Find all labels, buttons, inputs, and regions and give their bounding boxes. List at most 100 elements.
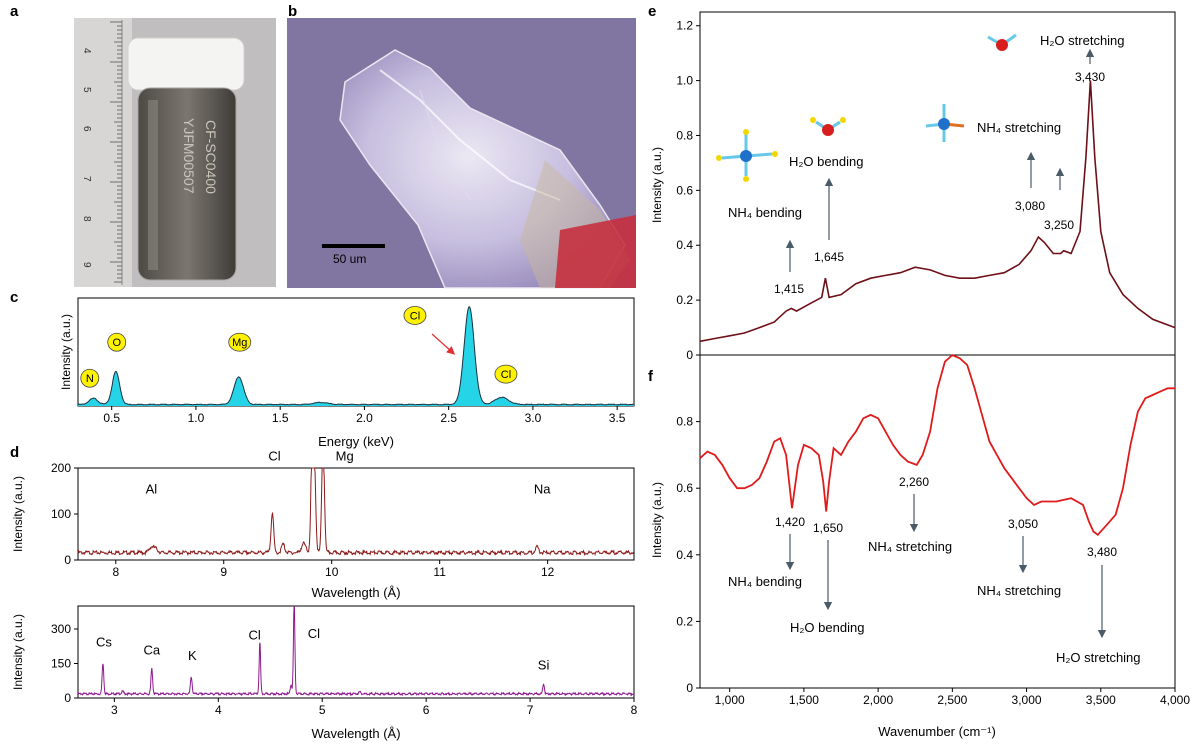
- chart-f-xtick-label: 2,000: [863, 693, 893, 707]
- ruler-number-9: 9: [81, 262, 92, 268]
- chart-d-bottom-ytick-label: 300: [51, 622, 71, 636]
- element-badge-label: O: [112, 337, 121, 349]
- ruler-number-5: 5: [81, 87, 92, 93]
- chart-e-label-1415: 1,415: [774, 282, 804, 296]
- panel-b-micrograph: 50 um: [287, 18, 636, 289]
- chart-d-top-xtick-label: 8: [112, 565, 119, 579]
- chart-e-ticks: 0 0.2 0.4 0.6 0.8 1.0 1.2: [676, 19, 700, 362]
- chart-d-top-line: [77, 467, 635, 557]
- chart-f-label-3480: 3,480: [1087, 545, 1117, 559]
- chart-f-ytick-label: 0.6: [676, 481, 693, 495]
- chart-d-bottom-peak-label: Cl: [308, 626, 320, 641]
- chart-f-xtick-label: 3,000: [1012, 693, 1042, 707]
- chart-d-bottom-peak-label: Si: [538, 657, 550, 672]
- chart-f-nh4-stretching-1: NH₄ stretching: [868, 539, 952, 554]
- chart-c-arrow: [431, 333, 456, 355]
- chart-e-ytick-label: 0.4: [676, 238, 693, 252]
- red-region: [555, 215, 636, 288]
- chart-d-top-peak-label: Na: [534, 481, 551, 496]
- chart-c-line: [77, 306, 635, 406]
- chart-c-xtick-label: 2.0: [356, 411, 373, 425]
- chart-c-ticks: 0.5 1.0 1.5 2.0 2.5 3.0 3.5: [103, 406, 626, 425]
- chart-f-line: [699, 353, 1175, 537]
- chart-d-top-ytick-label: 100: [51, 507, 71, 521]
- chart-e-label-3430: 3,430: [1075, 70, 1105, 84]
- chart-f-h2o-bending: H₂O bending: [790, 620, 864, 635]
- chart-e-h2o-stretching: H₂O stretching: [1040, 33, 1125, 48]
- chart-e-label-3080: 3,080: [1015, 199, 1045, 213]
- chart-e-ytick-label: 1.0: [676, 74, 693, 88]
- chart-c-xtick-label: 1.5: [272, 411, 289, 425]
- chart-e-ytick-label: 0.2: [676, 293, 693, 307]
- h2o-molecule-icon: [810, 117, 846, 136]
- chart-d-top-ytick-label: 200: [51, 461, 71, 475]
- chart-f-ytick-label: 0.8: [676, 415, 693, 429]
- nh4-molecule-icon: [716, 129, 778, 182]
- element-badge-label: Cl: [501, 369, 511, 381]
- chart-d-bottom-annotations: Cs Ca K Cl Cl Si: [96, 626, 549, 672]
- chart-f-xlabel: Wavenumber (cm⁻¹): [878, 724, 996, 739]
- chart-e-ytick-label: 0.8: [676, 128, 693, 142]
- chart-d-bottom-peak-label: Cl: [249, 627, 261, 642]
- panel-label-c: c: [10, 289, 18, 306]
- chart-f-xtick-label: 1,000: [715, 693, 745, 707]
- chart-d-top-annotations: Al Cl Mg Na: [146, 449, 552, 497]
- chart-f-nh4-stretching-2: NH₄ stretching: [977, 583, 1061, 598]
- chart-d-top-peak-label: Al: [146, 481, 158, 496]
- chart-f-ytick-label: 0.2: [676, 614, 693, 628]
- ruler-number-7: 7: [81, 176, 92, 182]
- chart-e-label-1645: 1,645: [814, 250, 844, 264]
- chart-c-element-badges: N O Mg Cl Cl: [80, 306, 518, 388]
- chart-c-xtick-label: 1.0: [188, 411, 205, 425]
- scale-bar-label: 50 um: [333, 252, 366, 266]
- element-badge: [494, 364, 518, 384]
- element-badge: [403, 306, 427, 325]
- panel-a-photo: 4 5 6 7 8 9 CF-SC0400 YJFM00507: [74, 18, 276, 287]
- scale-bar: [322, 244, 385, 248]
- chart-e-ytick-label: 0: [686, 348, 693, 362]
- chart-c-area: [78, 306, 634, 406]
- chart-f-label-1650: 1,650: [813, 521, 843, 535]
- chart-f-h2o-stretching: H₂O stretching: [1056, 650, 1141, 665]
- nh4-molecule-icon-2: [925, 104, 965, 142]
- chart-d-bottom-xtick-label: 4: [215, 703, 222, 717]
- chart-f-label-3050: 3,050: [1008, 517, 1038, 531]
- chart-d-bottom-xlabel: Wavelength (Å): [311, 726, 400, 741]
- chart-d-bottom-peak-label: Ca: [143, 642, 160, 657]
- chart-f-label-2260: 2,260: [899, 475, 929, 489]
- chart-f-xtick-label: 1,500: [789, 693, 819, 707]
- ruler-number-4: 4: [81, 48, 92, 54]
- chart-f-label-1420: 1,420: [775, 515, 805, 529]
- vial-label-line2: YJFM00507: [181, 118, 197, 194]
- panel-label-a: a: [10, 3, 19, 20]
- chart-e-ytick-label: 1.2: [676, 19, 693, 33]
- panel-c-chart: 0.5 1.0 1.5 2.0 2.5 3.0 3.5 Energy (keV) Inten…: [59, 297, 635, 449]
- chart-d-top-peak-label: Cl: [268, 449, 280, 464]
- chart-f-ticks: 1,000 1,500 2,000 2,500 3,000 3,500 4,000 0 0.2 0…: [676, 415, 1190, 707]
- panel-label-b: b: [288, 3, 297, 20]
- chart-d-bottom-ylabel: Intensity (a.u.): [11, 614, 25, 690]
- chart-d-top-frame: [77, 467, 635, 561]
- chart-d-top-xtick-label: 11: [433, 565, 446, 579]
- chart-c-xtick-label: 3.0: [525, 411, 542, 425]
- chart-d-top-xlabel: Wavelength (Å): [311, 585, 400, 600]
- chart-d-top-ytick-label: 0: [64, 553, 71, 567]
- panel-f-chart: 1,000 1,500 2,000 2,500 3,000 3,500 4,000 0 0.2 0…: [650, 353, 1190, 739]
- chart-d-bottom-ytick-label: 0: [64, 691, 71, 705]
- chart-e-nh4-stretching: NH₄ stretching: [977, 120, 1061, 135]
- chart-d-bottom-frame: [77, 605, 635, 699]
- chart-f-xtick-label: 4,000: [1160, 693, 1190, 707]
- chart-d-top-peak-label: Mg: [336, 449, 354, 464]
- chart-d-top-ticks: 8 9 10 11 12 0 100 200: [51, 461, 555, 579]
- chart-d-top-ylabel: Intensity (a.u.): [11, 476, 25, 552]
- chart-f-ytick-label: 0.4: [676, 548, 693, 562]
- chart-d-top-xtick-label: 12: [541, 565, 555, 579]
- element-badge: [228, 332, 252, 352]
- chart-d-bottom-xtick-label: 3: [111, 703, 118, 717]
- chart-d-bottom-peak-label: Cs: [96, 634, 112, 649]
- chart-c-xlabel: Energy (keV): [318, 434, 394, 449]
- chart-c-frame: [77, 297, 635, 407]
- chart-c-xtick-label: 0.5: [103, 411, 120, 425]
- chart-f-frame: [699, 354, 1176, 689]
